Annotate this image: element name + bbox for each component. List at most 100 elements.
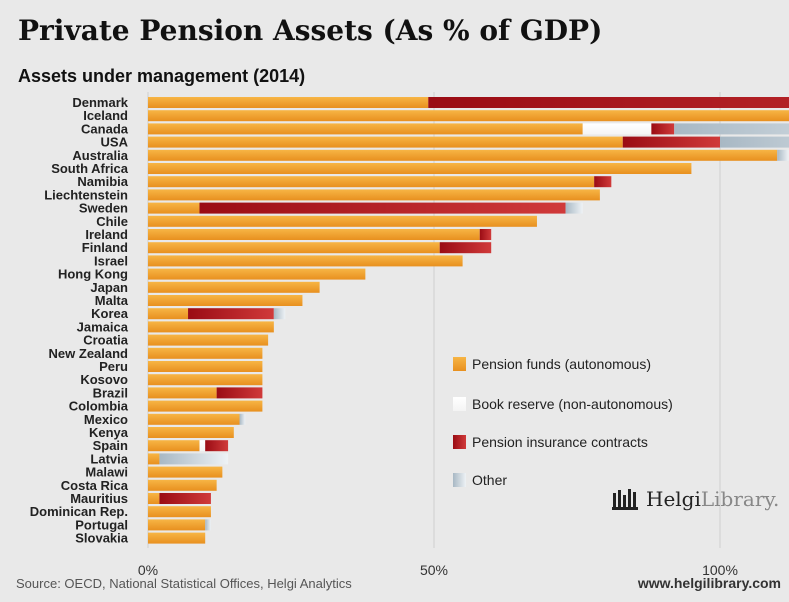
bar-segment bbox=[148, 176, 595, 188]
bar-segment bbox=[148, 519, 206, 531]
bar-segment bbox=[148, 268, 366, 280]
bar-segment bbox=[188, 308, 274, 320]
bar-segment bbox=[148, 413, 240, 425]
bar-segment bbox=[148, 440, 200, 452]
bar-segment bbox=[148, 123, 583, 135]
category-label: Iceland bbox=[83, 108, 128, 123]
logo-text-helgi: Helgi bbox=[646, 487, 701, 511]
bar-segment bbox=[582, 123, 652, 135]
category-label: South Africa bbox=[51, 161, 129, 176]
bar-segment bbox=[148, 97, 429, 108]
category-label: Liechtenstein bbox=[44, 187, 128, 202]
bar-segment bbox=[148, 374, 263, 386]
category-label: Japan bbox=[90, 280, 128, 295]
category-label: New Zealand bbox=[49, 346, 129, 361]
bar-segment bbox=[199, 440, 206, 452]
bar-segment bbox=[205, 440, 229, 452]
bar-segment bbox=[148, 136, 623, 148]
category-label: Slovakia bbox=[75, 531, 129, 546]
category-label: Sweden bbox=[79, 201, 128, 216]
bar-segment bbox=[479, 229, 492, 240]
category-label: Croatia bbox=[83, 333, 129, 348]
category-label: Brazil bbox=[93, 385, 128, 400]
category-label: USA bbox=[101, 135, 129, 150]
legend-swatch bbox=[453, 357, 466, 371]
bar-segment bbox=[148, 361, 263, 372]
bar-segment bbox=[148, 427, 234, 438]
bar-segment bbox=[239, 413, 246, 425]
bar-segment bbox=[148, 400, 263, 412]
category-label: Canada bbox=[81, 121, 129, 136]
bar-segment bbox=[148, 202, 200, 214]
category-label: Kosovo bbox=[80, 372, 128, 387]
category-label: Spain bbox=[93, 438, 128, 453]
bar-segment bbox=[148, 242, 440, 254]
legend-label: Pension funds (autonomous) bbox=[472, 356, 651, 372]
bar-segment bbox=[148, 506, 211, 518]
bar-segment bbox=[148, 532, 206, 544]
bar-segment bbox=[148, 479, 217, 491]
category-label: Israel bbox=[94, 253, 128, 268]
category-label: Peru bbox=[99, 359, 128, 374]
chart-subtitle: Assets under management (2014) bbox=[18, 66, 306, 86]
category-label: Chile bbox=[96, 214, 128, 229]
category-label: Korea bbox=[91, 306, 129, 321]
bar-segment bbox=[148, 229, 480, 240]
bar-segment bbox=[148, 347, 263, 359]
bar-segment bbox=[148, 281, 320, 293]
category-label: Australia bbox=[72, 148, 128, 163]
legend-swatch bbox=[453, 435, 466, 449]
category-label: Namibia bbox=[77, 174, 128, 189]
bar-segment bbox=[148, 453, 160, 465]
category-label: Hong Kong bbox=[58, 267, 128, 282]
x-tick-label: 50% bbox=[420, 562, 448, 578]
bar-segment bbox=[148, 215, 537, 227]
bar-segment bbox=[777, 149, 789, 161]
source-note: Source: OECD, National Statistical Offic… bbox=[16, 576, 352, 591]
bar-segment bbox=[273, 308, 286, 320]
bar-segment bbox=[565, 202, 583, 214]
category-label: Malta bbox=[95, 293, 129, 308]
category-label: Costa Rica bbox=[61, 478, 129, 493]
x-tick-label: 100% bbox=[702, 562, 738, 578]
category-label: Colombia bbox=[69, 399, 129, 414]
category-label: Finland bbox=[82, 240, 128, 255]
category-label: Portugal bbox=[75, 517, 128, 532]
legend-label: Book reserve (non-autonomous) bbox=[472, 396, 673, 412]
bar-segment bbox=[148, 334, 269, 346]
category-label: Latvia bbox=[90, 451, 128, 466]
bar-segment bbox=[159, 453, 229, 465]
bar-segment bbox=[674, 123, 789, 135]
bar-segment bbox=[148, 321, 274, 333]
bar-segment bbox=[148, 255, 463, 267]
category-label: Ireland bbox=[85, 227, 128, 242]
bar-segment bbox=[205, 519, 211, 531]
bar-segment bbox=[148, 466, 223, 478]
category-label: Mexico bbox=[84, 412, 128, 427]
category-label: Kenya bbox=[89, 425, 129, 440]
bar-segment bbox=[148, 308, 189, 320]
legend-label: Other bbox=[472, 472, 507, 488]
bar-segment bbox=[199, 202, 566, 214]
logo-text-library: Library. bbox=[700, 487, 780, 511]
legend-swatch bbox=[453, 397, 466, 411]
bar-segment bbox=[148, 163, 692, 174]
legend-swatch bbox=[453, 473, 466, 487]
bar-segment bbox=[428, 97, 789, 108]
bar-segment bbox=[720, 136, 789, 148]
website-link[interactable]: www.helgilibrary.com bbox=[637, 575, 781, 591]
category-label: Mauritius bbox=[70, 491, 128, 506]
library-logo-icon bbox=[612, 489, 638, 510]
bar-segment bbox=[651, 123, 675, 135]
bar-segment bbox=[159, 493, 211, 504]
category-label: Jamaica bbox=[77, 319, 129, 334]
bar-segment bbox=[148, 387, 217, 399]
category-label: Denmark bbox=[72, 95, 128, 110]
bar-segment bbox=[148, 493, 160, 504]
bar-segment bbox=[148, 295, 303, 306]
x-tick-label: 0% bbox=[138, 562, 158, 578]
bar-segment bbox=[439, 242, 492, 254]
category-label: Dominican Rep. bbox=[30, 504, 128, 519]
category-label: Malawi bbox=[85, 465, 128, 480]
